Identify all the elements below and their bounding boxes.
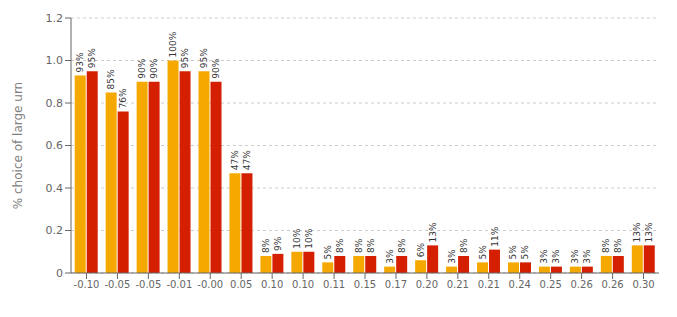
svg-text:0.05: 0.05 [230,279,252,290]
svg-text:3%: 3% [385,249,395,264]
svg-text:6%: 6% [416,243,426,258]
svg-text:0.26: 0.26 [601,279,623,290]
svg-text:0.20: 0.20 [416,279,438,290]
svg-text:93%: 93% [75,52,85,72]
svg-text:8%: 8% [261,238,271,253]
svg-text:90%: 90% [149,58,159,78]
svg-text:0.30: 0.30 [632,279,654,290]
svg-text:0.21: 0.21 [478,279,500,290]
svg-text:95%: 95% [180,48,190,68]
svg-text:100%: 100% [168,31,178,57]
svg-text:13%: 13% [644,222,654,242]
svg-text:8%: 8% [397,238,407,253]
svg-text:-0.00: -0.00 [197,279,223,290]
svg-text:0.6: 0.6 [46,139,64,152]
svg-text:9%: 9% [273,236,283,251]
svg-text:0: 0 [56,267,63,280]
svg-text:0.25: 0.25 [540,279,562,290]
svg-text:90%: 90% [211,58,221,78]
svg-text:8%: 8% [335,238,345,253]
svg-text:1.2: 1.2 [46,12,64,25]
svg-text:8%: 8% [459,238,469,253]
svg-text:-0.05: -0.05 [135,279,161,290]
svg-text:10%: 10% [292,228,302,248]
svg-text:3%: 3% [570,249,580,264]
svg-text:8%: 8% [613,238,623,253]
svg-text:10%: 10% [304,228,314,248]
svg-text:0.21: 0.21 [447,279,469,290]
svg-text:13%: 13% [632,222,642,242]
svg-text:8%: 8% [601,238,611,253]
svg-text:0.8: 0.8 [46,97,64,110]
svg-text:8%: 8% [366,238,376,253]
svg-text:11%: 11% [490,226,500,246]
svg-text:90%: 90% [137,58,147,78]
svg-text:0.4: 0.4 [46,182,64,195]
svg-text:-0.05: -0.05 [104,279,130,290]
svg-text:47%: 47% [230,150,240,170]
svg-text:13%: 13% [428,222,438,242]
svg-text:0.10: 0.10 [292,279,314,290]
svg-text:3%: 3% [551,249,561,264]
svg-text:5%: 5% [520,245,530,260]
svg-text:0.15: 0.15 [354,279,376,290]
svg-text:% choice of large urn: % choice of large urn [11,82,25,209]
svg-text:76%: 76% [118,88,128,108]
svg-text:0.24: 0.24 [509,279,531,290]
svg-text:95%: 95% [87,48,97,68]
svg-text:95%: 95% [199,48,209,68]
svg-text:5%: 5% [323,245,333,260]
svg-text:3%: 3% [447,249,457,264]
svg-text:3%: 3% [582,249,592,264]
svg-text:0.11: 0.11 [323,279,345,290]
svg-text:3%: 3% [539,249,549,264]
svg-text:0.10: 0.10 [261,279,283,290]
svg-text:0.2: 0.2 [46,224,64,237]
svg-text:5%: 5% [478,245,488,260]
svg-text:0.26: 0.26 [570,279,592,290]
svg-text:47%: 47% [242,150,252,170]
svg-text:85%: 85% [106,69,116,89]
svg-text:0.17: 0.17 [385,279,407,290]
svg-text:5%: 5% [508,245,518,260]
svg-text:-0.10: -0.10 [74,279,100,290]
svg-text:-0.01: -0.01 [166,279,192,290]
svg-text:1.0: 1.0 [46,54,64,67]
svg-text:8%: 8% [354,238,364,253]
